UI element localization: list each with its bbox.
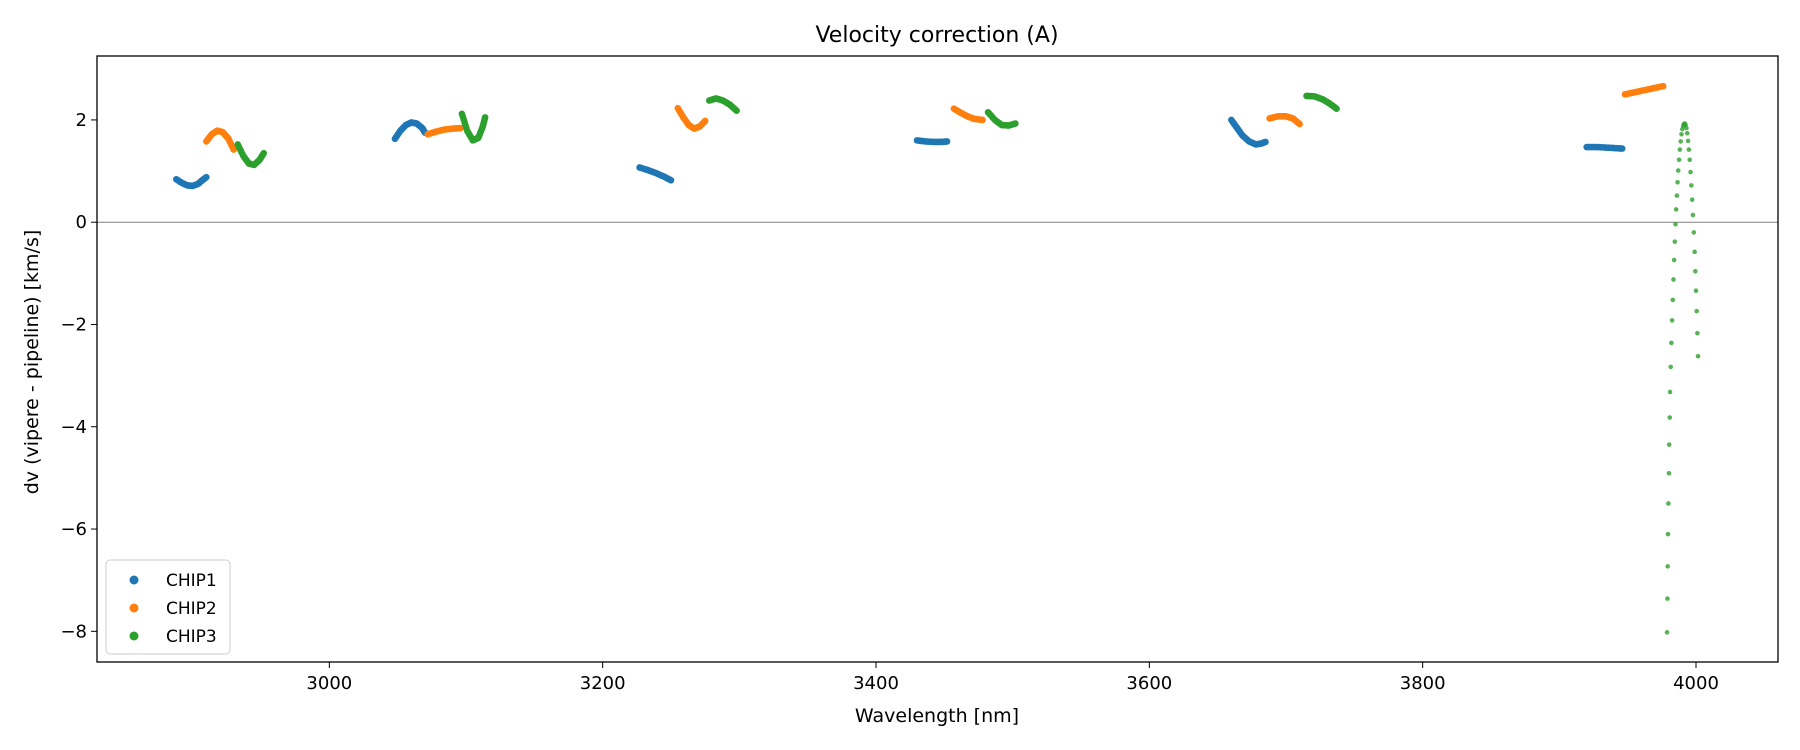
data-point: [1664, 630, 1670, 635]
data-point: [1688, 169, 1693, 175]
series-chip2: [203, 82, 1667, 153]
data-point: [1666, 501, 1671, 506]
data-point: [1667, 389, 1673, 395]
plot-area: [96, 55, 1779, 663]
data-point: [1674, 193, 1680, 198]
x-axis: 3000 3200 3400 3600 3800 4000: [306, 662, 1719, 694]
x-axis-label: Wavelength [nm]: [855, 705, 1019, 727]
y-tick-label: −8: [60, 621, 87, 642]
data-point: [1668, 364, 1674, 370]
data-point: [1679, 131, 1684, 137]
data-point: [1689, 183, 1694, 188]
data-point: [667, 176, 675, 184]
legend-marker: [129, 603, 139, 613]
data-point: [1689, 197, 1695, 202]
data-point: [733, 107, 740, 115]
x-tick-label: 3600: [1126, 673, 1172, 694]
chart-title: Velocity correction (A): [815, 23, 1058, 48]
data-point: [1687, 157, 1693, 163]
x-tick-label: 3400: [853, 673, 899, 694]
data-point: [260, 149, 268, 157]
legend-label: CHIP3: [166, 627, 217, 647]
data-point: [1666, 471, 1672, 476]
legend-label: CHIP2: [166, 599, 217, 619]
data-point: [1665, 596, 1670, 601]
legend-marker: [129, 575, 139, 585]
y-tick-label: −2: [60, 314, 87, 335]
data-point: [1671, 257, 1677, 263]
x-tick-label: 3200: [580, 673, 626, 694]
data-point: [1678, 139, 1683, 144]
legend-label: CHIP1: [166, 571, 217, 591]
data-point: [1675, 180, 1680, 185]
x-tick-label: 3000: [306, 673, 352, 694]
y-tick-label: 2: [76, 110, 87, 131]
data-point: [1693, 288, 1699, 294]
data-point: [1296, 120, 1303, 128]
data-point: [701, 117, 709, 125]
legend: CHIP1 CHIP2 CHIP3: [105, 559, 231, 655]
series-chip3: [234, 92, 1701, 635]
data-point: [979, 116, 986, 124]
data-point: [1673, 221, 1678, 227]
data-point: [1693, 269, 1698, 274]
legend-marker: [129, 631, 139, 641]
data-point: [230, 146, 237, 153]
data-point: [1684, 130, 1690, 136]
y-tick-label: −4: [60, 417, 87, 438]
y-tick-label: −6: [60, 519, 87, 540]
data-point: [1675, 168, 1681, 173]
data-point: [1012, 120, 1019, 127]
series-chip1: [172, 116, 1626, 190]
legend-box: [105, 559, 231, 655]
data-point: [1659, 82, 1667, 90]
data-point: [1618, 145, 1626, 152]
data-point: [1695, 353, 1701, 359]
data-point: [1694, 308, 1699, 314]
data-point: [457, 124, 464, 132]
x-tick-label: 4000: [1673, 673, 1719, 694]
data-point: [1665, 564, 1671, 569]
data-point: [1686, 147, 1692, 152]
data-point: [1691, 230, 1697, 235]
data-point: [1695, 330, 1700, 336]
data-point: [1262, 138, 1269, 146]
data-point: [1690, 212, 1696, 218]
data-point: [1677, 147, 1683, 152]
data-point: [1333, 105, 1340, 112]
x-tick-label: 3800: [1400, 673, 1446, 694]
data-point: [1684, 125, 1689, 131]
y-axis: −8 −6 −4 −2 0 2: [60, 110, 97, 642]
data-point: [1671, 277, 1676, 282]
data-point: [1669, 318, 1675, 323]
data-point: [1676, 157, 1682, 163]
data-point: [1669, 340, 1674, 346]
data-points: [172, 82, 1701, 635]
data-point: [481, 114, 489, 121]
data-point: [1673, 207, 1679, 212]
data-point: [943, 138, 951, 145]
y-axis-label: dv (vipere - pipeline) [km/s]: [21, 230, 43, 495]
data-point: [1666, 442, 1672, 447]
y-tick-label: 0: [76, 212, 87, 233]
data-point: [1667, 415, 1673, 420]
data-point: [1685, 138, 1691, 144]
data-point: [1672, 239, 1678, 244]
data-point: [1670, 297, 1676, 303]
data-point: [203, 173, 210, 181]
data-point: [1665, 531, 1671, 537]
data-point: [1692, 249, 1697, 255]
